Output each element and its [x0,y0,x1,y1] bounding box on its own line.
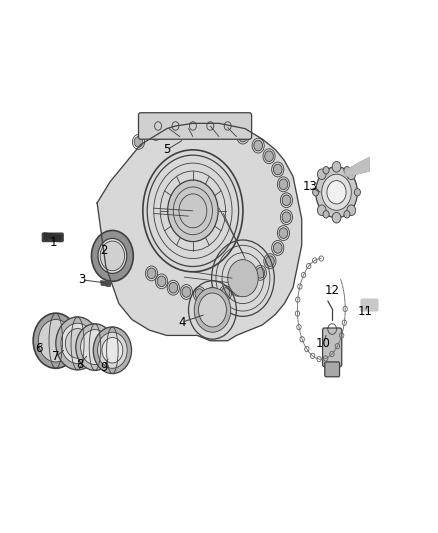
Circle shape [65,328,90,358]
Circle shape [169,122,178,133]
Circle shape [221,288,230,298]
Text: 11: 11 [357,305,372,318]
Circle shape [198,293,226,327]
Circle shape [347,169,356,180]
Circle shape [98,332,127,368]
Circle shape [157,276,166,287]
Circle shape [316,167,357,217]
Text: 7: 7 [52,350,60,363]
Text: 3: 3 [78,273,85,286]
Circle shape [239,131,247,142]
Circle shape [318,205,326,215]
Circle shape [208,289,217,300]
Circle shape [233,284,242,294]
Text: 10: 10 [316,337,331,350]
Circle shape [273,243,282,253]
Circle shape [61,323,94,364]
Circle shape [347,205,356,215]
Circle shape [323,166,329,174]
Circle shape [195,289,204,300]
Circle shape [332,161,341,172]
Circle shape [282,212,291,222]
FancyBboxPatch shape [322,328,342,367]
FancyBboxPatch shape [325,362,339,377]
Circle shape [282,195,291,206]
Text: 12: 12 [325,284,339,297]
Circle shape [98,238,127,273]
Text: 1: 1 [50,236,57,249]
Circle shape [265,256,274,266]
Circle shape [332,213,341,223]
Circle shape [169,282,178,293]
Text: 9: 9 [100,361,107,374]
Circle shape [168,180,218,241]
Text: 5: 5 [163,143,170,156]
Circle shape [279,228,288,238]
Circle shape [182,287,191,297]
Circle shape [81,329,110,365]
Polygon shape [361,300,377,310]
Circle shape [256,268,265,278]
Circle shape [152,127,160,138]
Circle shape [100,241,124,271]
Text: 13: 13 [303,181,318,193]
Circle shape [245,277,254,288]
Circle shape [186,120,195,131]
Circle shape [354,189,360,196]
Circle shape [204,122,212,132]
Circle shape [254,140,262,151]
Polygon shape [345,158,369,176]
Circle shape [56,317,99,370]
Circle shape [221,125,230,135]
Circle shape [279,179,288,190]
Circle shape [92,230,133,281]
Circle shape [93,327,131,374]
Circle shape [39,319,73,362]
Circle shape [273,164,282,175]
Circle shape [323,211,329,218]
Circle shape [327,181,346,204]
Text: 2: 2 [100,244,107,257]
Circle shape [344,211,350,218]
Text: 8: 8 [76,358,83,371]
Circle shape [134,136,143,147]
Circle shape [344,166,350,174]
Circle shape [318,169,326,180]
FancyBboxPatch shape [138,113,252,139]
Polygon shape [44,233,61,241]
FancyBboxPatch shape [42,233,63,241]
Circle shape [313,189,319,196]
Circle shape [147,268,156,279]
Text: 4: 4 [178,316,186,329]
Polygon shape [97,123,302,341]
Circle shape [265,151,273,161]
Circle shape [228,260,258,297]
Circle shape [102,337,123,363]
Circle shape [33,313,78,368]
Circle shape [76,324,114,370]
Polygon shape [101,281,111,286]
Text: 6: 6 [35,342,42,355]
Circle shape [194,288,231,332]
Circle shape [322,174,351,211]
